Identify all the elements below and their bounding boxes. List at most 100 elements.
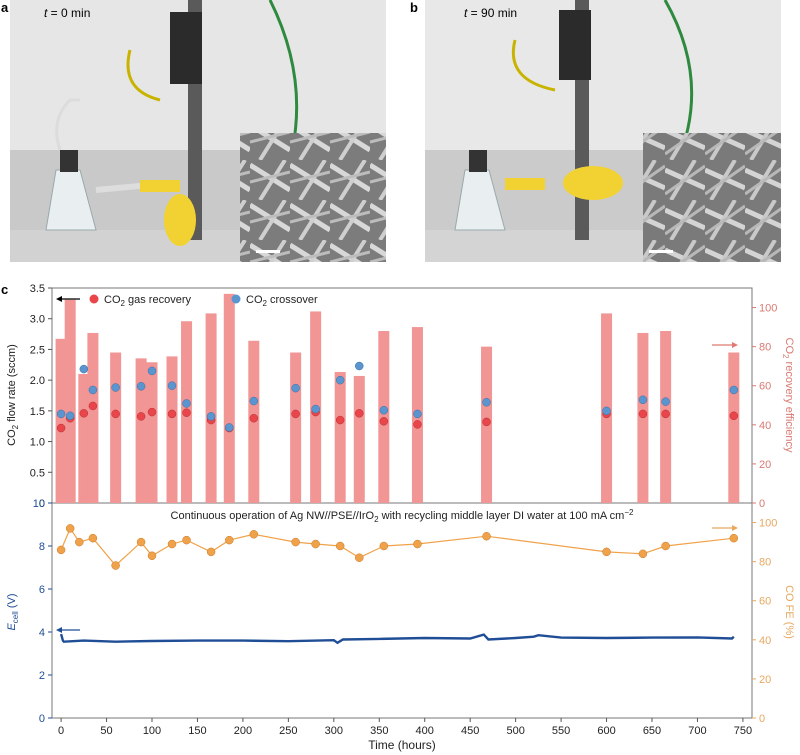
top-left-tick-label: 0 [39,498,45,510]
x-tick-label: 0 [58,725,64,737]
co-fe-line [60,527,734,567]
gas-recovery-point [79,409,89,418]
crossover-point [311,404,320,414]
recovery-efficiency-bar [110,352,122,503]
x-tick-label: 400 [416,725,434,737]
crossover-point [79,364,89,374]
top-left-axis-title: CO2 flow rate (sccm) [6,344,20,446]
bottom-left-tick-label: 6 [39,584,45,596]
recovery-efficiency-bar [146,362,158,503]
crossover-point [413,409,422,419]
photo-panel-b [425,0,781,262]
crossover-point [291,383,300,393]
bottom-left-tick-label: 4 [39,627,45,639]
top-left-tick-label: 1.0 [30,437,45,449]
recovery-efficiency-bars [55,293,740,503]
crossover-points [56,361,739,432]
x-tick-label: 550 [552,725,570,737]
crossover-point [111,383,120,392]
bottom-right-axis-title: CO FE (%) [783,585,795,639]
gas-recovery-point [88,401,98,411]
co-fe-point [638,549,648,559]
gas-recovery-point [111,409,120,419]
x-tick-label: 750 [734,725,752,737]
crossover-point [661,397,670,406]
crossover-point [249,396,259,406]
photo-a-drawing [10,0,386,262]
x-tick-label: 100 [143,725,161,737]
co-fe-point [379,541,389,551]
left-axis-arrowhead-top [56,296,62,302]
bottom-right-tick-label: 0 [759,713,765,725]
co-fe-point [225,535,234,545]
co-fe-point [355,553,364,562]
right-axis-arrowhead-top [732,342,738,348]
gas-recovery-point [355,409,364,418]
co-fe-point [182,535,191,545]
legend: CO2 gas recovery CO2 crossover [56,294,318,308]
recovery-efficiency-bar [78,374,90,503]
co-fe-point [311,539,320,549]
crossover-point [182,399,191,408]
gas-recovery-point [56,423,66,433]
x-tick-label: 300 [325,725,343,737]
crossover-point [206,412,216,421]
legend-marker-gas-recovery [89,294,99,304]
co-fe-point [729,533,739,543]
bottom-left-axis-title: Ecell (V) [6,593,20,630]
co-fe-point [206,547,216,557]
right-axis-arrowhead-bottom [732,525,738,531]
time-label-b: t = 90 min [464,6,518,20]
top-right-tick-label: 80 [759,342,771,354]
recovery-efficiency-bar [290,352,302,503]
ecell-line [59,633,735,645]
bottom-left-tick-label: 10 [33,498,45,510]
recovery-efficiency-bar [205,313,217,503]
top-left-tick-label: 0.5 [30,467,45,479]
co-fe-point [111,561,120,570]
legend-label-crossover: CO2 crossover [246,294,318,308]
recovery-efficiency-bar [223,293,235,503]
gas-recovery-point [136,412,146,421]
crossover-point [602,406,611,416]
top-left-tick-label: 1.5 [30,406,45,418]
x-tick-label: 250 [279,725,297,737]
photo-panel-a [10,0,386,262]
top-right-tick-label: 40 [759,420,771,432]
bottom-plot-frame [51,502,753,719]
recovery-efficiency-bar [378,331,390,503]
co-fe-point [413,539,422,549]
top-right-axis-title: CO2 recovery efficiency [781,338,795,453]
top-left-tick-label: 2.0 [30,375,45,387]
recovery-efficiency-bar [87,332,99,503]
crossover-point [225,423,234,432]
co-fe-point [335,541,345,551]
top-plot-ticks: 0 0.5 1.0 1.5 2.0 2.5 3.0 3.5 0 20 40 60 80 100 [30,283,778,510]
gas-recovery-point [379,417,389,426]
crossover-point [335,375,345,385]
time-label-a: t = 0 min [44,6,91,20]
recovery-efficiency-bar [166,356,178,503]
co-fe-point [75,537,84,547]
x-tick-label: 600 [597,725,615,737]
crossover-point [638,395,648,405]
top-right-tick-label: 60 [759,381,771,393]
co-fe-point [136,537,146,547]
x-tick-label: 500 [506,725,524,737]
crossover-point [65,411,75,421]
gas-recovery-point [182,408,191,417]
gas-recovery-point [291,409,300,419]
x-tick-label: 650 [643,725,661,737]
crossover-point [167,381,177,390]
bottom-right-tick-label: 80 [759,557,771,569]
crossover-point [355,361,364,371]
top-right-tick-label: 0 [759,498,765,510]
x-tick-label: 200 [234,725,252,737]
crossover-point [88,385,98,395]
gas-recovery-point [167,409,177,419]
crossover-point [136,382,146,391]
recovery-efficiency-bar [135,358,147,503]
co-fe-point [56,545,66,555]
co-fe-point [147,551,157,561]
